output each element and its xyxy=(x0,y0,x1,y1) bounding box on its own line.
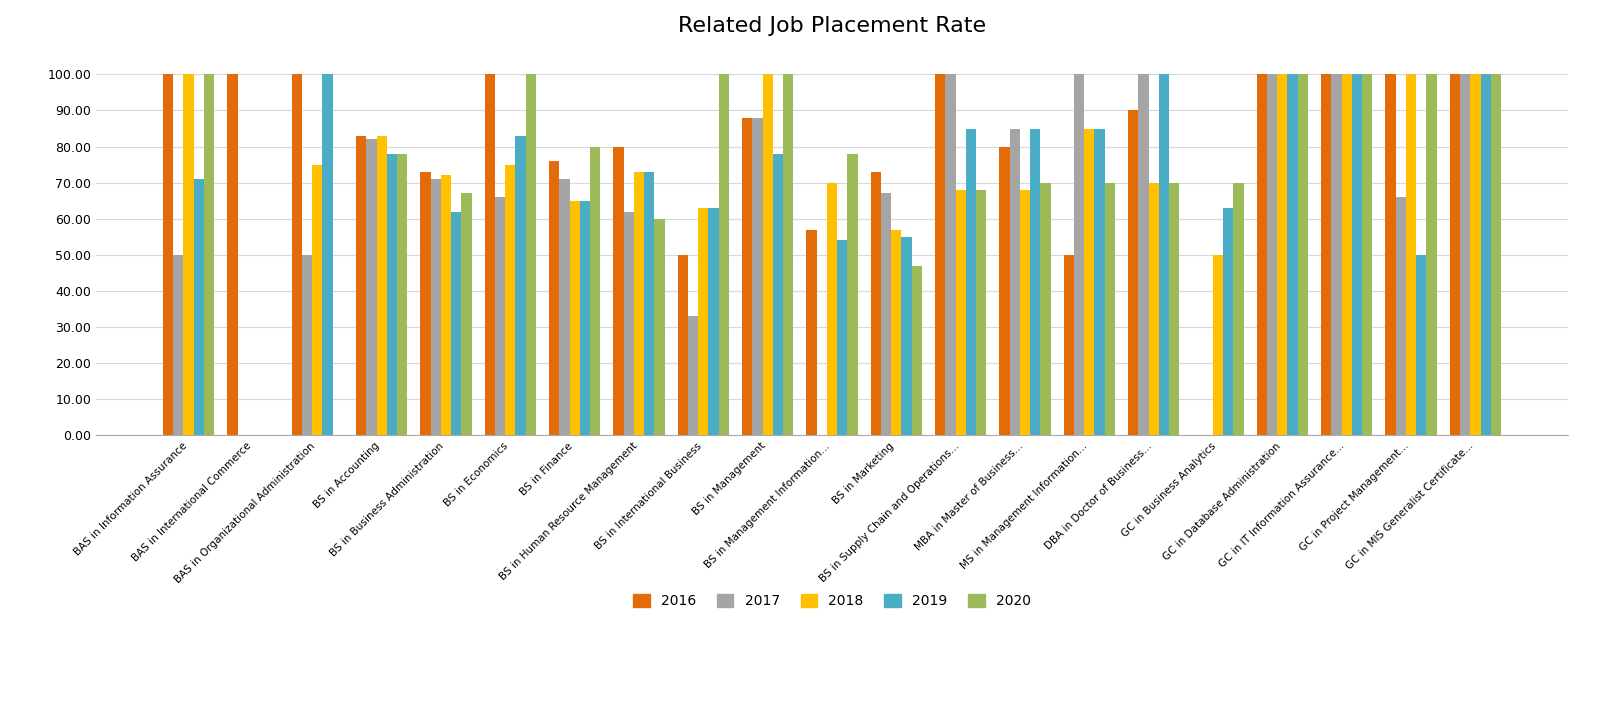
Bar xyxy=(946,74,955,435)
Bar xyxy=(1362,74,1373,435)
Bar xyxy=(1149,183,1158,435)
Bar xyxy=(355,135,366,435)
Bar xyxy=(782,74,794,435)
Bar xyxy=(955,190,966,435)
Bar xyxy=(451,211,461,435)
Bar xyxy=(205,74,214,435)
Bar xyxy=(645,172,654,435)
Bar xyxy=(1256,74,1267,435)
Bar xyxy=(1030,128,1040,435)
Bar xyxy=(1094,128,1104,435)
Bar xyxy=(579,201,590,435)
Bar xyxy=(421,172,430,435)
Bar xyxy=(698,208,709,435)
Bar xyxy=(677,255,688,435)
Bar xyxy=(763,74,773,435)
Bar xyxy=(494,197,506,435)
Bar xyxy=(376,135,387,435)
Bar xyxy=(1267,74,1277,435)
Bar xyxy=(624,211,634,435)
Bar xyxy=(323,74,333,435)
Bar xyxy=(590,147,600,435)
Bar xyxy=(1298,74,1309,435)
Bar xyxy=(1085,128,1094,435)
Bar xyxy=(1158,74,1170,435)
Bar xyxy=(1459,74,1470,435)
Bar xyxy=(366,140,376,435)
Bar xyxy=(966,128,976,435)
Bar xyxy=(848,154,858,435)
Bar xyxy=(1395,197,1406,435)
Bar xyxy=(430,179,442,435)
Bar xyxy=(1427,74,1437,435)
Bar xyxy=(1352,74,1362,435)
Bar xyxy=(515,135,526,435)
Bar xyxy=(442,176,451,435)
Bar xyxy=(1170,183,1179,435)
Bar xyxy=(506,164,515,435)
Bar xyxy=(773,154,782,435)
Bar xyxy=(485,74,494,435)
Bar xyxy=(634,172,645,435)
Legend: 2016, 2017, 2018, 2019, 2020: 2016, 2017, 2018, 2019, 2020 xyxy=(627,588,1037,614)
Bar xyxy=(718,74,730,435)
Bar xyxy=(1000,147,1010,435)
Bar xyxy=(302,255,312,435)
Bar xyxy=(613,147,624,435)
Bar xyxy=(1064,255,1074,435)
Bar xyxy=(827,183,837,435)
Bar xyxy=(837,240,848,435)
Bar xyxy=(227,74,237,435)
Bar xyxy=(461,194,472,435)
Bar xyxy=(654,219,664,435)
Bar xyxy=(934,74,946,435)
Bar xyxy=(163,74,173,435)
Bar xyxy=(526,74,536,435)
Bar xyxy=(1040,183,1051,435)
Bar xyxy=(194,179,205,435)
Bar xyxy=(752,118,763,435)
Bar xyxy=(291,74,302,435)
Bar xyxy=(549,161,560,435)
Bar xyxy=(882,194,891,435)
Bar xyxy=(1277,74,1288,435)
Bar xyxy=(1322,74,1331,435)
Bar xyxy=(806,230,816,435)
Bar xyxy=(1450,74,1459,435)
Bar xyxy=(1386,74,1395,435)
Bar xyxy=(1491,74,1501,435)
Title: Related Job Placement Rate: Related Job Placement Rate xyxy=(678,16,986,37)
Bar xyxy=(1019,190,1030,435)
Bar xyxy=(1138,74,1149,435)
Bar xyxy=(173,255,184,435)
Bar xyxy=(570,201,579,435)
Bar xyxy=(1213,255,1222,435)
Bar xyxy=(976,190,987,435)
Bar xyxy=(387,154,397,435)
Bar xyxy=(912,265,922,435)
Bar xyxy=(1288,74,1298,435)
Bar xyxy=(312,164,323,435)
Bar xyxy=(1406,74,1416,435)
Bar xyxy=(1480,74,1491,435)
Bar xyxy=(1222,208,1234,435)
Bar xyxy=(709,208,718,435)
Bar xyxy=(1128,110,1138,435)
Bar xyxy=(1331,74,1341,435)
Bar xyxy=(1341,74,1352,435)
Bar xyxy=(1470,74,1480,435)
Bar xyxy=(1104,183,1115,435)
Bar xyxy=(891,230,901,435)
Bar xyxy=(688,316,698,435)
Bar xyxy=(1010,128,1019,435)
Bar xyxy=(397,154,408,435)
Bar xyxy=(1416,255,1427,435)
Bar xyxy=(742,118,752,435)
Bar xyxy=(870,172,882,435)
Bar xyxy=(184,74,194,435)
Bar xyxy=(1234,183,1243,435)
Bar xyxy=(1074,74,1085,435)
Bar xyxy=(901,237,912,435)
Bar xyxy=(560,179,570,435)
